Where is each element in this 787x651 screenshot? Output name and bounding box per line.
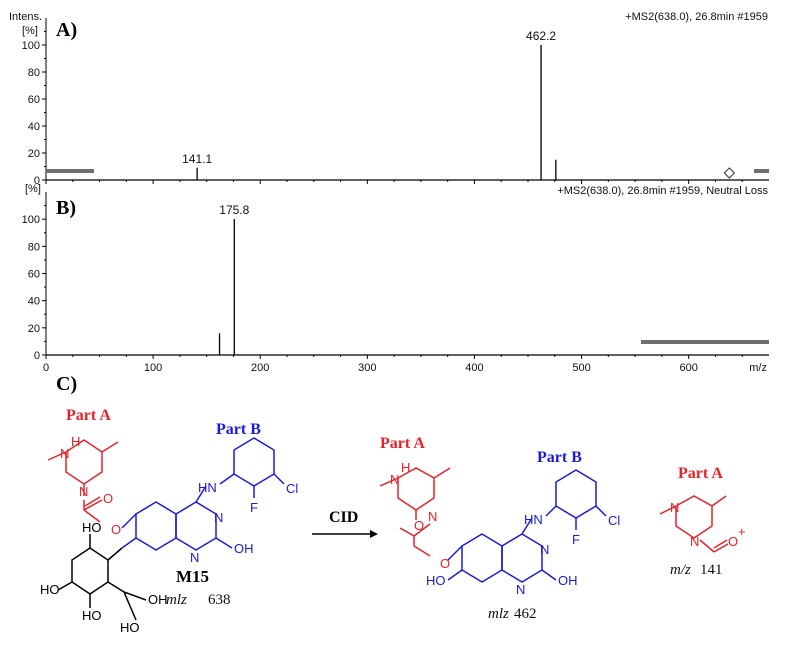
ho-atom-2: HO	[40, 582, 60, 597]
ester-o-left: O	[111, 522, 121, 537]
panel-b-yunit: [%]	[25, 183, 41, 195]
ho-atom-mid: HO	[426, 573, 446, 588]
h-atom-mid: H	[401, 460, 410, 475]
panel-a-ylabel: Intens.	[9, 11, 42, 23]
y-tick-label: 0	[34, 175, 40, 187]
panel-a-peaks: 141.1 462.2	[182, 29, 736, 180]
x-tick-label: 0	[43, 362, 49, 374]
y-tick-label: 40	[28, 296, 40, 308]
panel-b-header: +MS2(638.0), 26.8min #1959, Neutral Loss	[557, 185, 768, 197]
y-tick-label: 20	[28, 323, 40, 335]
product-mz-prefix: mlz	[488, 606, 509, 622]
x-tick-label: 300	[358, 362, 376, 374]
ho-atom-3: HO	[82, 608, 102, 623]
x-axis-label: m/z	[749, 362, 767, 374]
panel-a-label: A)	[56, 19, 77, 41]
product-structure: Part A Part B N H N O O	[379, 435, 620, 622]
oh-atom-mid: OH	[558, 573, 578, 588]
hn-atom-mid: HN	[524, 512, 543, 527]
n-acyl-atom-right: N	[690, 534, 699, 549]
panel-a-header: +MS2(638.0), 26.8min #1959	[625, 11, 768, 23]
peak-label: 175.8	[219, 203, 249, 217]
y-tick-label: 60	[28, 94, 40, 106]
y-tick-label: 80	[28, 241, 40, 253]
n-methyl-atom-left: N	[60, 446, 69, 461]
plus-charge: +	[738, 524, 746, 539]
peak-label: 462.2	[526, 29, 556, 43]
acid-ho-atom: HO	[120, 620, 140, 635]
x-tick-label: 500	[572, 362, 590, 374]
acid-oh-atom: OH	[148, 592, 168, 607]
cid-arrow: CID	[312, 509, 378, 538]
y-tick-label: 100	[22, 214, 40, 226]
part-a-label-left: Part A	[66, 407, 111, 424]
ho-atom-1: HO	[82, 520, 102, 535]
part-a-label-mid: Part A	[380, 435, 425, 452]
carbonyl-o-mid: O	[414, 518, 424, 533]
y-tick-label: 100	[22, 40, 40, 52]
ester-o-mid: O	[440, 556, 450, 571]
n1-atom-left: N	[190, 550, 199, 565]
fragment-ion-structure: Part A N N O + m/z 141	[659, 465, 746, 578]
ion-mz-value: 141	[700, 562, 723, 578]
acylium-o-atom: O	[728, 534, 738, 549]
f-atom-left: F	[250, 500, 258, 515]
hn-atom-left: HN	[198, 480, 217, 495]
x-tick-label: 200	[251, 362, 269, 374]
cid-label: CID	[329, 509, 358, 526]
y-tick-label: 40	[28, 121, 40, 133]
m15-structure: Part A Part B N H N O O	[40, 407, 298, 635]
n-methyl-atom-right: N	[670, 500, 679, 515]
x-tick-label: 100	[144, 362, 162, 374]
n-carbamate-atom-mid: N	[428, 509, 437, 524]
oh-atom-left: OH	[234, 541, 254, 556]
y-tick-label: 80	[28, 67, 40, 79]
ion-mz-prefix: m/z	[670, 562, 691, 578]
y-tick-label: 20	[28, 148, 40, 160]
panel-c-label: C)	[56, 373, 77, 395]
parent-mz-value: 638	[208, 592, 231, 608]
part-b-label-left: Part B	[216, 421, 261, 438]
part-b-label-mid: Part B	[537, 449, 582, 466]
y-tick-label: 60	[28, 269, 40, 281]
panel-a-yunit: [%]	[22, 25, 38, 37]
compound-label: M15	[176, 567, 209, 586]
n3-atom-mid: N	[540, 542, 549, 557]
precursor-marker	[723, 167, 736, 179]
spectrum-panel-b: B) +MS2(638.0), 26.8min #1959, Neutral L…	[22, 183, 769, 374]
panel-b-axes: 0 20 40 60 80 100 0 100 200 300 400 500 600 m/z	[22, 192, 769, 374]
n-carbamate-atom-left: N	[79, 484, 88, 499]
n-methyl-atom-mid: N	[390, 472, 399, 487]
spectrum-panel-a: A) +MS2(638.0), 26.8min #1959 Intens. [%…	[9, 11, 769, 187]
x-tick-label: 400	[465, 362, 483, 374]
n1-atom-mid: N	[516, 582, 525, 597]
f-atom-mid: F	[572, 532, 580, 547]
fragmentation-scheme: C) Part A Part B N H N O O	[40, 373, 746, 635]
n3-atom-left: N	[214, 510, 223, 525]
parent-mz-prefix: mlz	[166, 592, 187, 608]
panel-b-label: B)	[56, 197, 76, 219]
h-atom-left: H	[71, 434, 80, 449]
product-mz-value: 462	[514, 606, 537, 622]
x-tick-label: 600	[679, 362, 697, 374]
panel-b-peaks: 175.8	[218, 203, 250, 355]
cl-atom-left: Cl	[286, 481, 298, 496]
panel-a-axes: 0 20 40 60 80 100	[22, 18, 769, 187]
carbonyl-o-left: O	[103, 491, 113, 506]
part-a-label-right: Part A	[678, 465, 723, 482]
peak-label: 141.1	[182, 152, 212, 166]
y-tick-label: 0	[34, 350, 40, 362]
cl-atom-mid: Cl	[608, 513, 620, 528]
